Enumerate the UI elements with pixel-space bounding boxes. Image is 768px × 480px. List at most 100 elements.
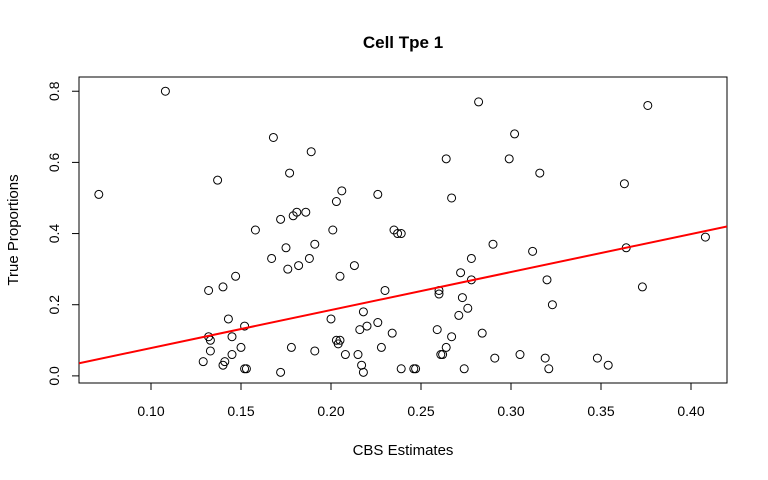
data-point xyxy=(328,225,338,235)
data-point xyxy=(474,97,484,107)
data-point xyxy=(358,367,368,377)
y-tick-label: 0.2 xyxy=(46,295,62,315)
data-point xyxy=(432,325,442,335)
data-point xyxy=(349,261,359,271)
x-tick-label: 0.40 xyxy=(677,403,704,419)
data-point xyxy=(218,282,228,292)
data-point xyxy=(240,321,250,331)
data-point xyxy=(362,321,372,331)
y-tick-label: 0.8 xyxy=(46,81,62,101)
data-point xyxy=(335,335,345,345)
data-point xyxy=(592,353,602,363)
y-tick-label: 0.0 xyxy=(46,366,62,386)
data-point xyxy=(283,264,293,274)
data-point xyxy=(463,303,473,313)
data-point xyxy=(227,332,237,342)
data-point xyxy=(387,328,397,338)
data-point xyxy=(205,346,215,356)
data-point xyxy=(396,364,406,374)
data-point xyxy=(409,364,419,374)
data-point xyxy=(331,197,341,207)
x-tick-label: 0.35 xyxy=(587,403,614,419)
data-point xyxy=(515,350,525,360)
data-point xyxy=(490,353,500,363)
data-point xyxy=(357,360,367,370)
data-point xyxy=(285,168,295,178)
data-point xyxy=(310,346,320,356)
data-point xyxy=(459,364,469,374)
data-point xyxy=(438,350,448,360)
data-point xyxy=(353,350,363,360)
data-point xyxy=(223,314,233,324)
data-point xyxy=(457,293,467,303)
data-points xyxy=(94,86,710,377)
data-point xyxy=(393,229,403,239)
x-tick-label: 0.10 xyxy=(137,403,164,419)
y-tick-label: 0.6 xyxy=(46,152,62,172)
data-point xyxy=(204,285,214,295)
data-point xyxy=(643,100,653,110)
data-point xyxy=(250,225,260,235)
data-point xyxy=(637,282,647,292)
data-point xyxy=(281,243,291,253)
y-axis: 0.0 0.2 0.4 0.6 0.8 xyxy=(46,81,80,386)
data-point xyxy=(603,360,613,370)
data-point xyxy=(276,367,286,377)
data-point xyxy=(535,168,545,178)
data-point xyxy=(488,239,498,249)
data-point xyxy=(306,147,316,157)
data-point xyxy=(326,314,336,324)
data-point xyxy=(94,189,104,199)
y-axis-label: True Proportions xyxy=(5,174,22,285)
chart-title: Cell Tpe 1 xyxy=(363,33,443,52)
x-tick-label: 0.30 xyxy=(497,403,524,419)
data-point xyxy=(240,364,250,374)
data-point xyxy=(700,232,710,242)
data-point xyxy=(542,275,552,285)
y-tick-label: 0.4 xyxy=(46,224,62,244)
data-point xyxy=(231,271,241,281)
data-point xyxy=(335,271,345,281)
data-point xyxy=(267,253,277,263)
x-tick-label: 0.20 xyxy=(317,403,344,419)
data-point xyxy=(510,129,520,139)
data-point xyxy=(619,179,629,189)
data-point xyxy=(528,246,538,256)
data-point xyxy=(304,253,314,263)
data-point xyxy=(294,261,304,271)
data-point xyxy=(292,207,302,217)
regression-line-group xyxy=(79,225,727,365)
data-point xyxy=(220,357,230,367)
data-point xyxy=(276,214,286,224)
data-point xyxy=(358,307,368,317)
data-point xyxy=(544,364,554,374)
data-point xyxy=(441,154,451,164)
regression-line xyxy=(79,225,727,365)
data-point xyxy=(286,342,296,352)
data-point xyxy=(540,353,550,363)
data-point xyxy=(380,285,390,295)
data-point xyxy=(447,193,457,203)
data-point xyxy=(466,253,476,263)
data-point xyxy=(340,350,350,360)
data-point xyxy=(411,364,421,374)
data-point xyxy=(373,318,383,328)
data-point xyxy=(454,310,464,320)
data-point xyxy=(310,239,320,249)
data-point xyxy=(436,350,446,360)
data-point xyxy=(213,175,223,185)
data-point xyxy=(337,186,347,196)
data-point xyxy=(227,350,237,360)
data-point xyxy=(355,325,365,335)
data-point xyxy=(376,342,386,352)
data-point xyxy=(160,86,170,96)
data-point xyxy=(456,268,466,278)
x-axis-label: CBS Estimates xyxy=(353,442,454,459)
data-point xyxy=(434,289,444,299)
data-point xyxy=(373,189,383,199)
data-point xyxy=(301,207,311,217)
data-point xyxy=(241,364,251,374)
data-point xyxy=(441,342,451,352)
data-point xyxy=(268,132,278,142)
